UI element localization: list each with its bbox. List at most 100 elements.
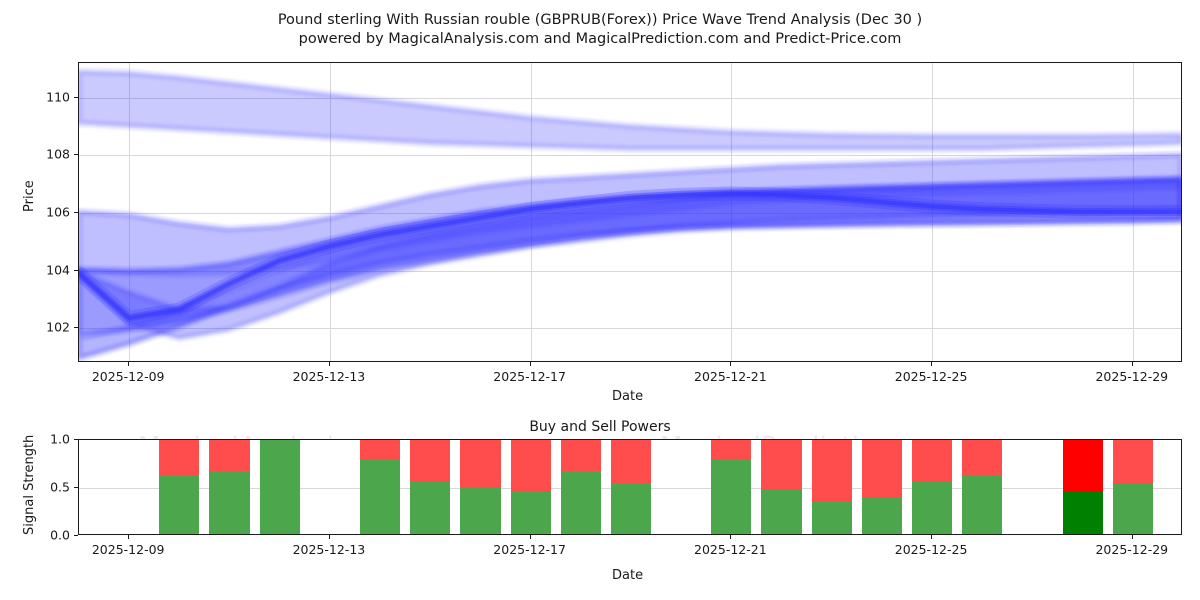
signal-bar: [1062, 440, 1103, 534]
price-y-tick: 104: [46, 262, 70, 278]
buy-power-segment: [912, 482, 953, 534]
buy-power-segment: [460, 486, 501, 534]
signal-bar: [610, 440, 652, 534]
price-plot-area: [79, 63, 1181, 361]
buy-power-segment: [159, 475, 200, 534]
signal-bar: [460, 440, 501, 534]
signal-chart-axes: [78, 439, 1182, 535]
signal-bar: [259, 440, 300, 534]
signal-bar: [510, 440, 551, 534]
signal-chart-title: Buy and Sell Powers: [529, 419, 671, 435]
sell-power-segment: [912, 440, 953, 483]
sell-power-segment: [610, 440, 652, 485]
sell-power-segment: [761, 440, 802, 490]
price-x-tickmark: [128, 362, 130, 366]
signal-bar: [861, 440, 902, 534]
sell-power-segment: [360, 440, 401, 460]
price-x-tickmark: [328, 362, 330, 366]
signal-x-tick: 2025-12-17: [493, 542, 566, 557]
gridline-horizontal: [79, 328, 1181, 330]
price-x-tickmark: [529, 362, 531, 366]
sell-power-segment: [460, 440, 501, 487]
signal-bar: [159, 440, 200, 534]
price-y-tickmark: [74, 269, 78, 271]
price-x-tick: 2025-12-29: [1095, 369, 1169, 384]
signal-x-axis-label: Date: [612, 568, 644, 583]
buy-power-segment: [761, 489, 802, 534]
price-chart-axes: [78, 62, 1182, 362]
signal-x-tick: 2025-12-21: [694, 542, 767, 557]
buy-power-segment: [811, 502, 852, 534]
price-x-tickmark: [931, 362, 933, 366]
signal-y-tick: 0.5: [50, 479, 70, 495]
signal-bar: [711, 440, 752, 534]
buy-power-segment: [510, 490, 551, 534]
signal-y-tick: 0.0: [50, 527, 70, 543]
wave-band: [79, 68, 1181, 152]
sell-power-segment: [560, 440, 601, 471]
sell-power-segment: [1112, 440, 1153, 484]
signal-x-tickmark: [529, 535, 531, 539]
buy-power-segment: [410, 482, 451, 534]
sell-power-segment: [861, 440, 902, 498]
price-x-axis-label: Date: [612, 389, 644, 404]
wave-band-svg: [79, 68, 1181, 361]
price-x-tick: 2025-12-09: [91, 369, 165, 384]
buy-power-segment: [1112, 483, 1153, 534]
wave-core-line: [79, 191, 1181, 321]
price-x-tick: 2025-12-25: [894, 369, 968, 384]
buy-power-segment: [360, 459, 401, 534]
signal-x-tickmark: [730, 535, 732, 539]
signal-x-tick: 2025-12-13: [292, 542, 366, 557]
signal-bar: [811, 440, 852, 534]
buy-power-segment: [962, 476, 1003, 534]
signal-bar: [560, 440, 601, 534]
signal-bar: [360, 440, 401, 534]
figure-title-line-2: powered by MagicalAnalysis.com and Magic…: [298, 31, 902, 47]
price-y-tick: 102: [46, 319, 70, 335]
signal-x-tickmark: [128, 535, 130, 539]
price-x-tick: 2025-12-13: [292, 369, 366, 384]
price-wave-bands: [79, 63, 1181, 361]
price-y-tick: 110: [46, 89, 70, 105]
buy-power-segment: [861, 497, 902, 534]
sell-power-segment: [209, 440, 250, 471]
signal-y-tickmark: [74, 535, 78, 536]
signal-bar: [410, 440, 451, 534]
signal-x-tickmark: [328, 535, 330, 539]
buy-power-segment: [560, 470, 601, 534]
price-y-tick: 106: [46, 204, 70, 220]
buy-power-segment: [610, 484, 652, 534]
signal-bar: [1112, 440, 1153, 534]
buy-power-segment: [711, 459, 752, 534]
signal-bar: [209, 440, 250, 534]
signal-y-tick: 1.0: [50, 431, 70, 447]
signal-x-tickmark: [931, 535, 933, 539]
price-x-tick: 2025-12-17: [493, 369, 566, 384]
sell-power-segment: [159, 440, 200, 476]
price-x-tick: 2025-12-21: [694, 369, 767, 384]
price-y-tickmark: [74, 327, 78, 329]
gridline-horizontal: [79, 97, 1181, 99]
signal-x-tickmark: [1131, 535, 1133, 539]
price-y-tick: 108: [46, 146, 70, 162]
figure-title-line-1: Pound sterling With Russian rouble (GBPR…: [277, 12, 923, 28]
sell-power-segment: [1062, 440, 1103, 492]
wave-band: [79, 176, 1181, 361]
sell-power-segment: [410, 440, 451, 483]
sell-power-segment: [962, 440, 1003, 477]
buy-power-segment: [259, 440, 300, 534]
gridline-horizontal: [79, 155, 1181, 157]
sell-power-segment: [510, 440, 551, 491]
price-y-tickmark: [74, 154, 78, 156]
signal-y-tickmark: [74, 439, 78, 440]
price-x-tickmark: [1131, 362, 1133, 366]
signal-bar: [962, 440, 1003, 534]
price-y-tickmark: [74, 212, 78, 213]
signal-y-axis-label: Signal Strength: [22, 434, 37, 535]
price-y-tickmark: [74, 96, 78, 98]
signal-y-tickmark: [74, 487, 78, 488]
buy-power-segment: [209, 470, 250, 534]
gridline-horizontal: [79, 270, 1181, 272]
